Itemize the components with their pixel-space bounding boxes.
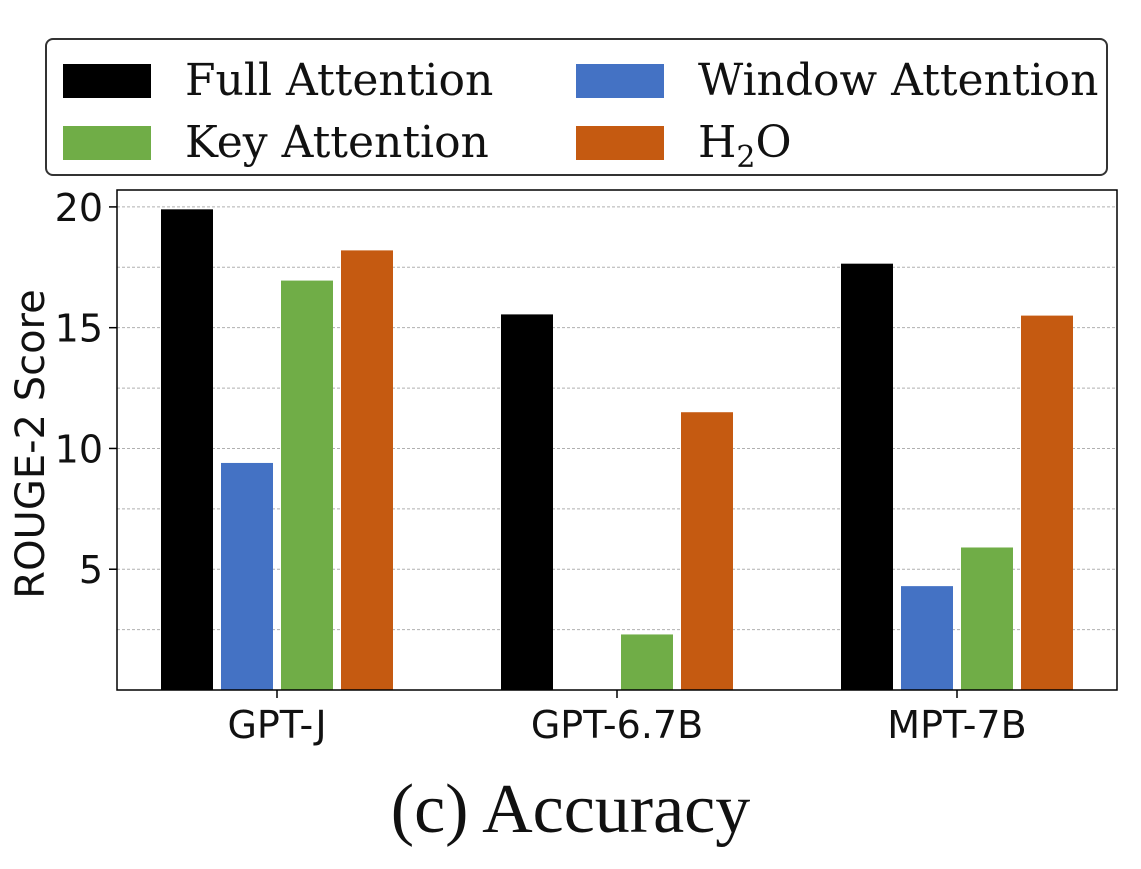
legend-swatch-key-attention [63, 126, 151, 160]
bar-window-attention-gpt-j [221, 462, 273, 690]
y-tick-label: 15 [55, 307, 103, 351]
bar-full-attention-gpt-j [161, 209, 213, 690]
legend-label-h2o-sub: 2 [736, 139, 756, 175]
bar-h2o-mpt-7b [1021, 315, 1073, 690]
legend-label-h2o-tail: O [755, 117, 792, 168]
legend-swatch-h2o [576, 126, 664, 160]
bars [161, 209, 1073, 690]
figure-caption: (c) Accuracy [390, 771, 751, 848]
legend-label-h2o: H2O [698, 110, 792, 191]
bar-h2o-gpt-6-7b [681, 412, 733, 690]
x-tick-label: MPT-7B [887, 703, 1026, 747]
bar-full-attention-gpt-6-7b [501, 314, 553, 690]
legend-swatch-full-attention [63, 64, 151, 98]
legend-label-key-attention: Key Attention [185, 117, 489, 168]
bar-key-attention-mpt-7b [961, 547, 1013, 690]
bar-window-attention-mpt-7b [901, 586, 953, 690]
x-tick-label: GPT-6.7B [531, 703, 703, 747]
bar-full-attention-mpt-7b [841, 263, 893, 690]
y-axis-ticks: 5 10 15 20 [55, 186, 117, 592]
y-tick-label: 5 [79, 548, 103, 592]
legend-label-window-attention: Window Attention [698, 55, 1099, 106]
legend: Full Attention Window Attention Key Atte… [45, 38, 1108, 176]
y-tick-label: 20 [55, 186, 103, 230]
x-axis-ticks: GPT-J GPT-6.7B MPT-7B [227, 690, 1027, 747]
y-tick-label: 10 [55, 427, 103, 471]
y-axis-label: ROUGE-2 Score [8, 289, 54, 598]
x-tick-label: GPT-J [227, 703, 326, 747]
legend-label-full-attention: Full Attention [185, 55, 494, 106]
bar-key-attention-gpt-j [281, 280, 333, 690]
legend-swatch-window-attention [576, 64, 664, 98]
legend-label-h2o-main: H [698, 117, 737, 168]
bar-key-attention-gpt-6-7b [621, 634, 673, 690]
bar-h2o-gpt-j [341, 250, 393, 690]
